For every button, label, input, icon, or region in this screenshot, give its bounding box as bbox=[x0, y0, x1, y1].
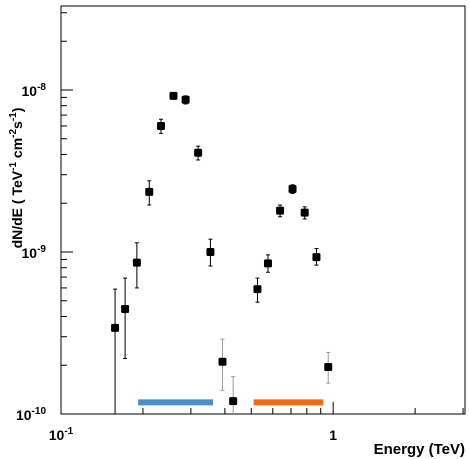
y-axis-title-prefix: dN/dE ( TeV bbox=[9, 170, 25, 248]
y-axis-title-suffix: ) bbox=[9, 108, 25, 113]
y-tick-label: 10-9 bbox=[22, 244, 47, 261]
data-point bbox=[145, 187, 154, 196]
data-point bbox=[312, 253, 321, 262]
data-point bbox=[324, 363, 333, 372]
data-point bbox=[169, 91, 178, 100]
y-tick-label-exp: -10 bbox=[32, 406, 47, 417]
data-point bbox=[300, 208, 309, 217]
data-points bbox=[111, 91, 333, 406]
x-tick-label: 10-1 bbox=[49, 426, 74, 443]
data-point bbox=[206, 247, 215, 256]
data-point bbox=[111, 323, 120, 332]
x-axis-title-text: Energy (TeV) bbox=[374, 441, 465, 458]
data-point bbox=[253, 285, 262, 294]
data-point bbox=[276, 206, 285, 215]
x-tick-label-base: 10 bbox=[49, 427, 65, 443]
y-tick-label: 10-8 bbox=[22, 82, 47, 99]
energy-band-2 bbox=[253, 399, 324, 406]
data-point bbox=[218, 357, 227, 366]
axis-ticks bbox=[60, 12, 464, 415]
plot-border bbox=[60, 5, 466, 415]
data-point bbox=[194, 148, 203, 157]
y-tick-label-exp: -9 bbox=[37, 244, 46, 255]
y-tick-label: 10-10 bbox=[16, 406, 46, 423]
data-point bbox=[181, 95, 190, 104]
y-axis-title-sup3: -1 bbox=[8, 112, 19, 121]
energy-band-1 bbox=[138, 399, 214, 406]
y-tick-label-base: 10 bbox=[22, 83, 38, 99]
plot-frame bbox=[60, 5, 466, 415]
energy-bands bbox=[138, 399, 324, 406]
y-axis-title-sup2: -2 bbox=[8, 129, 19, 138]
y-axis-title: dN/dE ( TeV-1 cm-2s-1) bbox=[8, 108, 25, 249]
data-point bbox=[263, 259, 272, 268]
y-axis-title-mid: cm bbox=[9, 138, 25, 162]
data-point bbox=[229, 397, 238, 406]
x-tick-label-exp: -1 bbox=[64, 426, 73, 437]
data-point bbox=[288, 184, 297, 193]
y-tick-label-exp: -8 bbox=[37, 82, 46, 93]
x-axis-title: Energy (TeV) bbox=[374, 441, 465, 458]
data-point bbox=[121, 304, 130, 313]
y-axis-title-sup1: -1 bbox=[8, 162, 19, 171]
y-tick-label-base: 10 bbox=[22, 245, 38, 261]
x-tick-label: 1 bbox=[329, 427, 337, 443]
data-point bbox=[132, 258, 141, 267]
y-axis-title-s: s bbox=[9, 121, 25, 129]
error-bars bbox=[113, 92, 331, 414]
y-tick-label-base: 10 bbox=[16, 407, 32, 423]
data-point bbox=[156, 121, 165, 130]
